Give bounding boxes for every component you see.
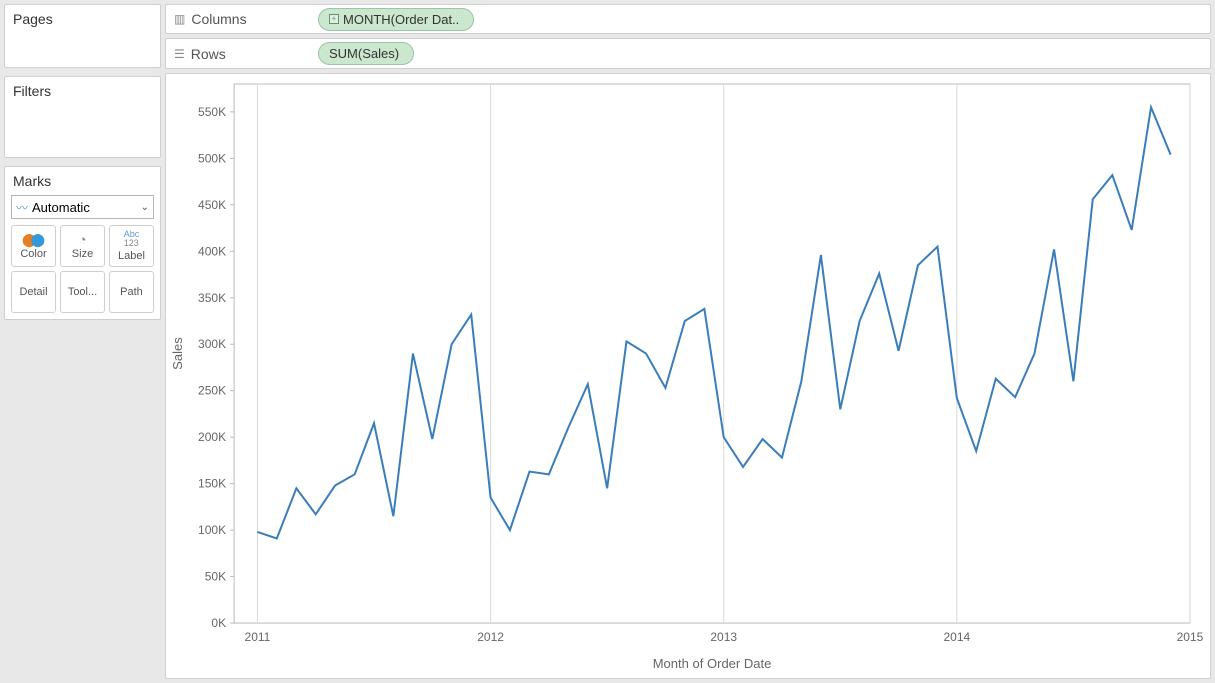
columns-shelf[interactable]: ▥ Columns + MONTH(Order Dat.. bbox=[165, 4, 1211, 34]
rows-pill[interactable]: SUM(Sales) bbox=[318, 42, 414, 65]
svg-text:2015: 2015 bbox=[1177, 630, 1204, 644]
marks-card: Marks 〰 Automatic ⌄ ⬤⬤ Color ◔ Size Abc1… bbox=[4, 166, 161, 320]
marks-title: Marks bbox=[7, 169, 158, 195]
chevron-down-icon: ⌄ bbox=[141, 202, 149, 213]
columns-text: Columns bbox=[191, 11, 246, 27]
size-button[interactable]: ◔ Size bbox=[60, 225, 105, 267]
svg-text:2014: 2014 bbox=[943, 630, 970, 644]
svg-text:Sales: Sales bbox=[170, 337, 185, 370]
detail-label: Detail bbox=[19, 286, 47, 298]
path-label: Path bbox=[120, 286, 143, 298]
size-icon: ◔ bbox=[79, 233, 87, 246]
svg-text:2013: 2013 bbox=[710, 630, 737, 644]
svg-text:350K: 350K bbox=[198, 291, 226, 305]
label-button[interactable]: Abc123 Label bbox=[109, 225, 154, 267]
svg-text:500K: 500K bbox=[198, 151, 226, 165]
label-icon: Abc123 bbox=[124, 230, 140, 248]
svg-text:2012: 2012 bbox=[477, 630, 504, 644]
filters-title: Filters bbox=[7, 79, 158, 105]
line-chart: 2011 2012 2013 2014 2015 0K 50K 100K 150K 200K 250… bbox=[166, 74, 1210, 678]
svg-text:450K: 450K bbox=[198, 198, 226, 212]
svg-text:550K: 550K bbox=[198, 105, 226, 119]
marks-grid: ⬤⬤ Color ◔ Size Abc123 Label Detail Tool… bbox=[7, 225, 158, 313]
filters-card[interactable]: Filters bbox=[4, 76, 161, 158]
columns-pill-label: MONTH(Order Dat.. bbox=[343, 12, 459, 27]
svg-text:200K: 200K bbox=[198, 430, 226, 444]
rows-text: Rows bbox=[191, 46, 226, 62]
line-chart-icon: 〰 bbox=[16, 199, 28, 216]
plus-icon: + bbox=[329, 14, 339, 24]
rows-pill-label: SUM(Sales) bbox=[329, 46, 399, 61]
color-label: Color bbox=[20, 248, 46, 260]
left-sidebar: Pages Filters Marks 〰 Automatic ⌄ ⬤⬤ Col… bbox=[0, 0, 165, 683]
rows-shelf[interactable]: ☰ Rows SUM(Sales) bbox=[165, 38, 1211, 68]
label-label: Label bbox=[118, 250, 145, 262]
path-button[interactable]: Path bbox=[109, 271, 154, 313]
size-label: Size bbox=[72, 248, 93, 260]
svg-text:Month of Order Date: Month of Order Date bbox=[653, 656, 772, 671]
svg-text:150K: 150K bbox=[198, 476, 226, 490]
columns-shelf-label: ▥ Columns bbox=[174, 11, 304, 27]
rows-icon: ☰ bbox=[174, 47, 185, 61]
color-button[interactable]: ⬤⬤ Color bbox=[11, 225, 56, 267]
pages-title: Pages bbox=[7, 7, 158, 33]
svg-text:0K: 0K bbox=[211, 616, 226, 630]
mark-type-select[interactable]: 〰 Automatic ⌄ bbox=[11, 195, 154, 219]
svg-text:50K: 50K bbox=[205, 569, 226, 583]
detail-button[interactable]: Detail bbox=[11, 271, 56, 313]
svg-text:100K: 100K bbox=[198, 523, 226, 537]
tooltip-label: Tool... bbox=[68, 286, 97, 298]
chart-area[interactable]: 2011 2012 2013 2014 2015 0K 50K 100K 150K 200K 250… bbox=[165, 73, 1211, 679]
pages-card[interactable]: Pages bbox=[4, 4, 161, 68]
columns-pill[interactable]: + MONTH(Order Dat.. bbox=[318, 8, 474, 31]
svg-text:2011: 2011 bbox=[245, 630, 271, 644]
main-area: ▥ Columns + MONTH(Order Dat.. ☰ Rows SUM… bbox=[165, 0, 1215, 683]
svg-text:300K: 300K bbox=[198, 337, 226, 351]
svg-text:250K: 250K bbox=[198, 384, 226, 398]
svg-text:400K: 400K bbox=[198, 244, 226, 258]
color-icon: ⬤⬤ bbox=[22, 233, 45, 246]
rows-shelf-label: ☰ Rows bbox=[174, 46, 304, 62]
mark-type-label: Automatic bbox=[32, 200, 90, 215]
columns-icon: ▥ bbox=[174, 12, 185, 26]
tooltip-button[interactable]: Tool... bbox=[60, 271, 105, 313]
